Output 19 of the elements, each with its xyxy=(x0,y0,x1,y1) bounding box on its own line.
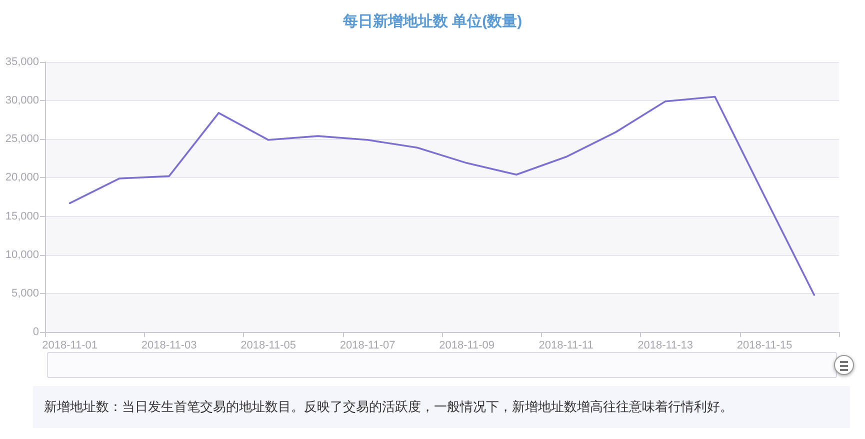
y-tick-label: 25,000 xyxy=(5,133,39,146)
x-tick-label: 2018-11-15 xyxy=(736,340,792,352)
y-tick-label: 0 xyxy=(32,326,39,338)
x-tick-label: 2018-11-09 xyxy=(439,340,495,352)
x-tick-label: 2018-11-13 xyxy=(638,340,694,352)
y-tick-label: 5,000 xyxy=(11,287,39,300)
line-series xyxy=(68,96,816,296)
x-tick-label: 2018-11-03 xyxy=(141,340,197,352)
y-tick-label: 10,000 xyxy=(5,248,39,261)
x-tick-label: 2018-11-01 xyxy=(42,340,98,352)
y-tick-label: 30,000 xyxy=(5,94,39,107)
x-tick-label: 2018-11-05 xyxy=(240,340,296,352)
y-tick-label: 15,000 xyxy=(5,210,39,222)
y-tick-label: 35,000 xyxy=(5,56,39,68)
x-tick-label: 2018-11-11 xyxy=(538,340,594,352)
text: 新增地址数：当日发生首笔交易的地址数目。反映了交易的活跃度，一般情况下，新增地址数增高往往意味着行情利好。 xyxy=(33,386,850,428)
x-tick-label: 2018-11-07 xyxy=(340,340,396,352)
chart-title: 每日新增地址数 单位(数量) xyxy=(342,12,522,30)
y-tick-label: 20,000 xyxy=(5,172,39,184)
